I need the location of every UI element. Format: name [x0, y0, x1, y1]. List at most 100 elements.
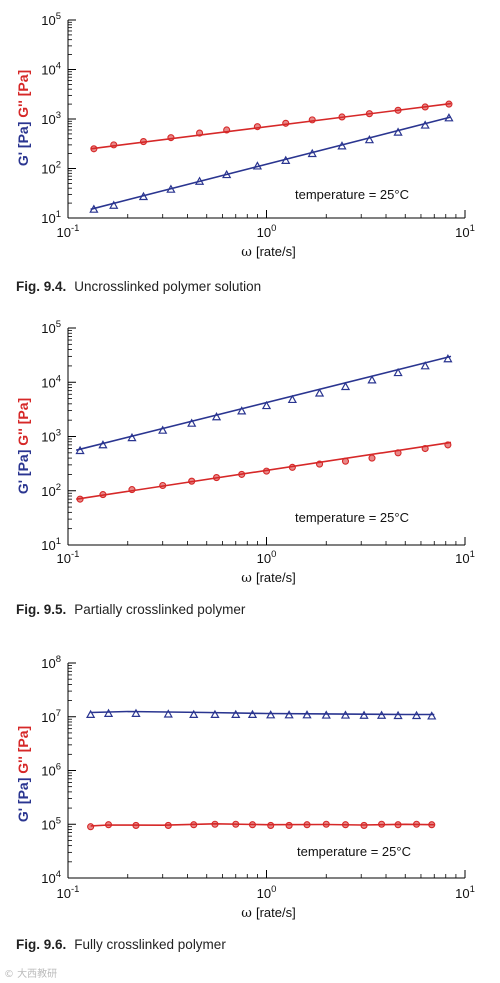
gdouble-fit-line: [90, 822, 435, 827]
gprime-data-point: [307, 148, 317, 158]
gprime-data-point: [367, 375, 377, 384]
x-tick-label: 10-1: [57, 223, 80, 240]
gdouble-data-point: [196, 129, 204, 137]
y-axis-label: G' [Pa] G'' [Pa]: [15, 726, 31, 822]
gprime-fit-line: [90, 710, 435, 716]
gprime-data-point: [284, 710, 294, 719]
gdouble-data-point: [315, 460, 324, 468]
y-tick-label: 104: [41, 61, 61, 78]
chart-fig-1: 10-1 100 101 101 102 103 104 105 ω [rate/s] G' [P…: [15, 11, 475, 260]
gdouble-data-point: [188, 477, 196, 485]
x-tick-label: 101: [455, 549, 475, 566]
gdouble-data-point: [223, 126, 231, 134]
gdouble-data-point: [428, 821, 436, 829]
gdouble-data-point: [288, 463, 296, 471]
gprime-data-point: [131, 708, 141, 717]
gprime-data-point: [194, 176, 205, 185]
gdouble-data-point: [211, 820, 219, 828]
gdouble-fit-line: [90, 102, 452, 150]
gdouble-data-point: [341, 457, 350, 465]
gdouble-data-point: [338, 113, 346, 121]
gprime-data-point: [109, 200, 119, 209]
gdouble-data-point: [87, 823, 95, 831]
y-tick-label: 101: [41, 209, 61, 226]
y-tick-label: 107: [41, 708, 61, 725]
y-tick-label: 105: [41, 815, 61, 832]
gdouble-data-point: [99, 491, 107, 499]
gprime-fit-line: [90, 116, 452, 211]
gprime-data-point: [420, 120, 430, 129]
caption-text: Uncrosslinked polymer solution: [74, 279, 262, 294]
gdouble-data-point: [394, 106, 402, 114]
gprime-data-point: [158, 425, 168, 434]
y-tick-label: 108: [41, 654, 61, 671]
gprime-data-point: [287, 394, 297, 404]
gdouble-data-point: [232, 820, 240, 828]
gprime-data-point: [231, 709, 241, 719]
gprime-data-point: [189, 709, 199, 719]
x-axis-label: ω [rate/s]: [241, 570, 295, 586]
gdouble-data-point: [164, 821, 172, 829]
gdouble-data-point: [267, 821, 275, 829]
gdouble-data-point: [285, 821, 293, 829]
temperature-annotation: temperature = 25°C: [295, 187, 409, 202]
gprime-data-point: [138, 191, 149, 201]
gprime-data-point: [237, 406, 247, 415]
temperature-annotation: temperature = 25°C: [297, 844, 411, 859]
gprime-data-point: [211, 412, 222, 421]
gdouble-data-point: [394, 821, 402, 829]
gdouble-data-point: [368, 454, 376, 462]
gprime-data-point: [166, 184, 176, 193]
gprime-data-point: [443, 354, 453, 363]
gdouble-data-point: [421, 103, 429, 111]
caption-number: Fig. 9.5.: [16, 602, 67, 617]
x-tick-label: 10-1: [57, 884, 80, 901]
gprime-data-point: [75, 445, 85, 455]
gprime-data-point: [85, 709, 96, 719]
gprime-data-point: [376, 710, 387, 719]
gprime-fit-line: [76, 355, 452, 451]
gprime-data-point: [321, 710, 331, 719]
y-axis-label: G' [Pa] G'' [Pa]: [15, 70, 31, 166]
gdouble-data-point: [421, 444, 429, 453]
gprime-data-point: [163, 709, 173, 718]
gdouble-data-point: [308, 116, 316, 124]
y-tick-label: 101: [41, 536, 61, 553]
gprime-data-point: [210, 709, 220, 719]
x-axis-label: ω [rate/s]: [241, 244, 295, 260]
gdouble-data-point: [445, 100, 453, 108]
x-tick-label: 101: [455, 223, 475, 240]
caption-number: Fig. 9.6.: [16, 937, 67, 952]
gprime-data-point: [393, 127, 403, 136]
x-tick-label: 100: [257, 549, 277, 566]
gdouble-data-point: [360, 821, 368, 829]
y-tick-label: 102: [41, 482, 61, 499]
gprime-data-point: [393, 710, 403, 720]
gdouble-data-point: [365, 110, 373, 118]
y-tick-label: 104: [41, 869, 61, 886]
gprime-data-point: [420, 361, 430, 370]
y-tick-label: 104: [41, 373, 61, 390]
gdouble-data-point: [110, 141, 118, 149]
gprime-data-point: [314, 388, 325, 397]
chart-fig-2: 10-1 100 101 101 102 103 104 105 ω [rate/s] G' [P…: [15, 319, 475, 586]
gprime-data-point: [261, 400, 272, 410]
y-axis-label: G' [Pa] G'' [Pa]: [15, 398, 31, 494]
gdouble-data-point: [303, 821, 311, 829]
y-tick-label: 103: [41, 110, 61, 127]
gprime-data-point: [393, 367, 403, 377]
gdouble-data-point: [444, 441, 452, 449]
y-tick-label: 102: [41, 160, 61, 177]
gprime-data-point: [103, 708, 114, 717]
gprime-data-point: [340, 710, 351, 719]
caption-text: Fully crosslinked polymer: [74, 937, 226, 952]
watermark: © 大西教研: [4, 969, 58, 980]
x-tick-label: 100: [257, 223, 277, 240]
gdouble-data-point: [412, 820, 421, 828]
gdouble-data-point: [253, 123, 261, 131]
caption-text: Partially crosslinked polymer: [74, 602, 246, 617]
gprime-data-point: [281, 155, 291, 164]
gprime-data-point: [427, 711, 437, 720]
y-tick-label: 105: [41, 319, 61, 336]
